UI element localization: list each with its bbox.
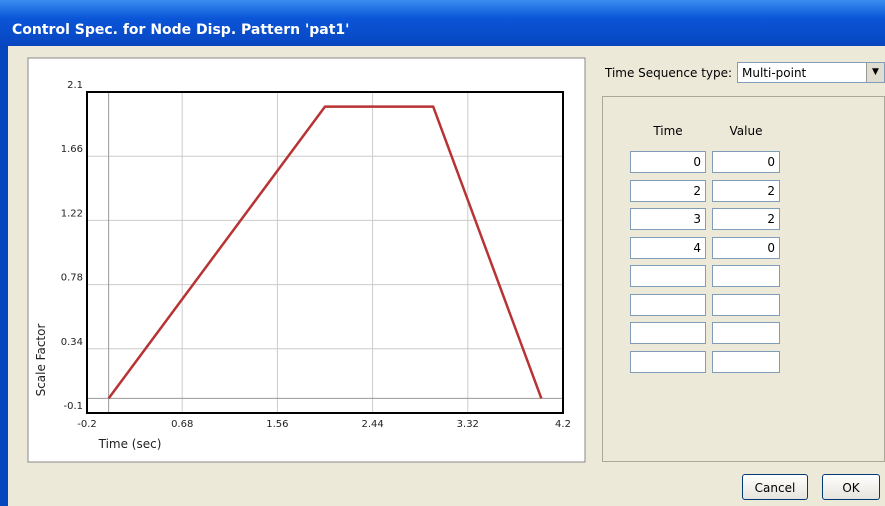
table-cell[interactable]: 0 xyxy=(712,151,780,173)
chart: Time (sec) Scale Factor -0.1 0.34 0.78 1.22… xyxy=(27,57,586,463)
table-cell[interactable] xyxy=(630,322,706,344)
column-header: Time xyxy=(653,124,683,138)
table-cell[interactable] xyxy=(630,293,706,316)
table-cell[interactable]: 2 xyxy=(712,208,780,230)
button[interactable]: Cancel xyxy=(742,474,808,500)
table-cell[interactable] xyxy=(630,265,706,287)
y-tick-label: 1.22 xyxy=(61,208,83,219)
y-axis-label: Scale Factor xyxy=(34,324,48,397)
table-cell[interactable]: 2 xyxy=(712,179,780,202)
x-tick-label: 3.32 xyxy=(457,419,479,430)
x-tick-label: 1.56 xyxy=(266,419,288,430)
chart-panel xyxy=(27,57,586,463)
title-bar: Control Spec. for Node Disp. Pattern 'pa… xyxy=(0,0,885,46)
table-cell[interactable]: 3 xyxy=(630,208,706,230)
table-cell[interactable] xyxy=(630,350,706,373)
table-cell[interactable] xyxy=(712,322,780,344)
data-line xyxy=(107,105,543,400)
button[interactable]: OK xyxy=(822,474,880,500)
table-cell[interactable]: 0 xyxy=(712,236,780,259)
y-tick-label: 2.1 xyxy=(67,80,83,91)
x-tick-label: 4.2 xyxy=(555,419,571,430)
x-tick-label: 0.68 xyxy=(171,419,193,430)
window-border xyxy=(0,46,8,506)
table-cell[interactable]: 4 xyxy=(630,236,706,259)
plot-frame xyxy=(86,91,564,414)
column-header: Value xyxy=(729,124,763,138)
table-cell[interactable]: 2 xyxy=(630,179,706,202)
sequence-type-value: Multi-point xyxy=(742,66,807,80)
y-tick-label: 1.66 xyxy=(61,144,83,155)
sequence-type-select[interactable]: Multi-point ▼ xyxy=(737,62,885,83)
x-tick-label: 2.44 xyxy=(361,419,383,430)
y-tick-label: -0.1 xyxy=(63,401,83,412)
y-tick-label: 0.78 xyxy=(61,273,83,284)
table-cell[interactable]: 0 xyxy=(630,151,706,173)
sequence-type-label: Time Sequence type: xyxy=(605,66,733,80)
table-cell[interactable] xyxy=(712,350,780,373)
table-cell[interactable] xyxy=(712,265,780,287)
table-cell[interactable] xyxy=(712,293,780,316)
window-title: Control Spec. for Node Disp. Pattern 'pa… xyxy=(12,22,350,38)
x-tick-label: -0.2 xyxy=(77,419,97,430)
y-tick-label: 0.34 xyxy=(61,337,83,348)
dropdown-arrow[interactable]: ▼ xyxy=(866,63,884,82)
x-axis-label: Time (sec) xyxy=(98,437,162,451)
